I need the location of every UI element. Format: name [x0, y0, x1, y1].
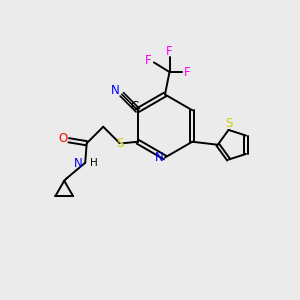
- Text: O: O: [59, 132, 68, 145]
- Text: S: S: [116, 137, 123, 150]
- Text: F: F: [184, 66, 191, 79]
- Text: F: F: [145, 54, 152, 67]
- Text: N: N: [111, 84, 120, 97]
- Text: C: C: [130, 100, 138, 113]
- Text: N: N: [74, 157, 83, 170]
- Text: S: S: [226, 117, 233, 130]
- Text: N: N: [155, 151, 164, 164]
- Text: H: H: [90, 158, 98, 168]
- Text: F: F: [166, 45, 173, 58]
